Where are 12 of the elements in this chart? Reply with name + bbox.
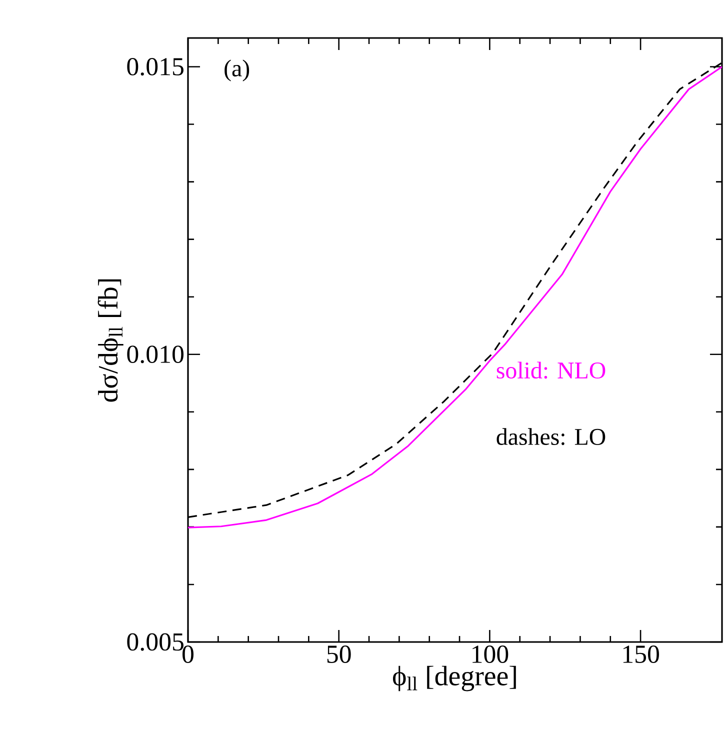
x-tick-label: 150 bbox=[623, 646, 659, 663]
x-tick-label: 0 bbox=[182, 646, 194, 663]
annotation: (a) bbox=[224, 60, 250, 82]
x-axis-title: ϕ$_{ll}$ [degree] bbox=[392, 666, 516, 692]
y-axis-title: dσ/dϕ$_{ll}$ [fb] bbox=[98, 279, 124, 402]
x-tick-label: 100 bbox=[472, 646, 508, 663]
x-tick-label: 50 bbox=[327, 646, 351, 663]
y-tick-label: 0.005 bbox=[127, 633, 184, 651]
series-label: solid: NLO bbox=[496, 362, 606, 379]
text: dashes: LO bbox=[496, 428, 606, 446]
y-tick-label: 0.010 bbox=[127, 346, 184, 364]
y-tick-label: 0.015 bbox=[127, 58, 184, 76]
